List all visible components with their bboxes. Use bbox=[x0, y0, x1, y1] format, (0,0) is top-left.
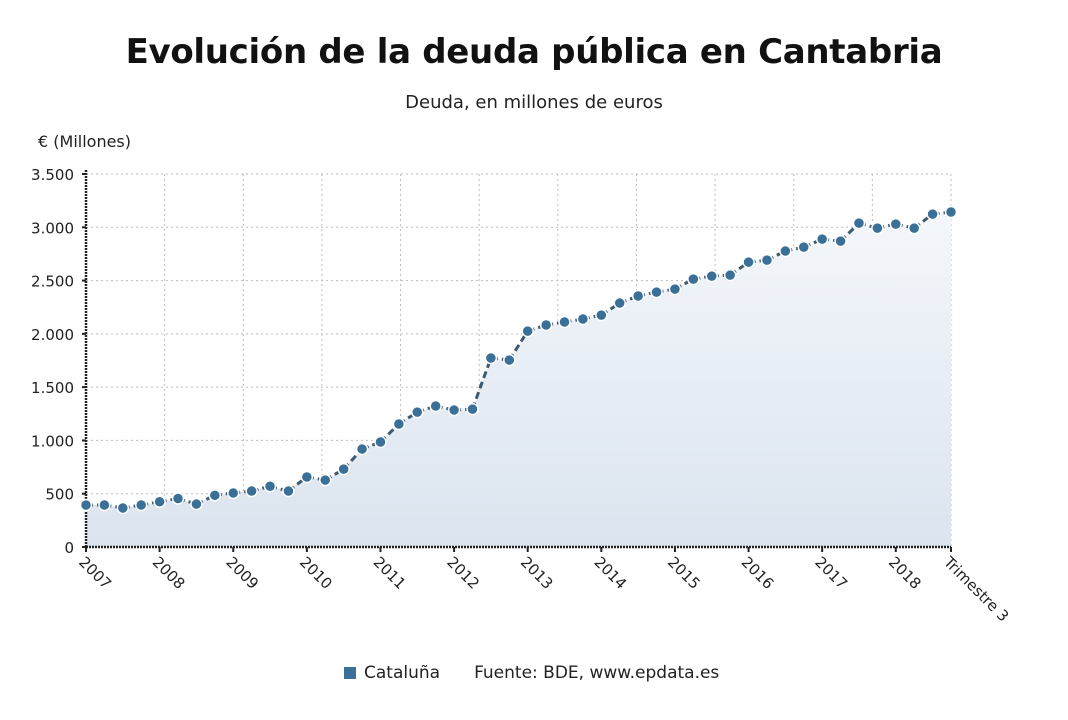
y-tick-label: 500 bbox=[45, 486, 74, 504]
data-point bbox=[263, 480, 277, 493]
data-point bbox=[521, 324, 534, 338]
data-point bbox=[319, 473, 332, 487]
data-point bbox=[650, 285, 663, 299]
data-point bbox=[723, 268, 737, 282]
legend: Cataluña Fuente: BDE, www.epdata.es bbox=[344, 663, 719, 683]
data-point bbox=[190, 497, 203, 511]
area-layer bbox=[86, 212, 951, 547]
data-point bbox=[668, 282, 682, 296]
x-tick-label: 2009 bbox=[222, 553, 262, 593]
data-point bbox=[411, 405, 424, 419]
data-point bbox=[466, 402, 479, 416]
data-point bbox=[687, 272, 700, 286]
y-tick-label: 3.500 bbox=[31, 166, 74, 184]
chart-title: Evolución de la deuda pública en Cantabr… bbox=[125, 32, 943, 72]
x-tick-label: 2010 bbox=[296, 553, 336, 593]
marker-layer bbox=[79, 205, 958, 515]
data-point bbox=[834, 234, 847, 248]
data-point bbox=[208, 489, 222, 502]
legend-swatch bbox=[344, 667, 356, 679]
axes bbox=[82, 170, 952, 552]
y-axis-label: € (Millones) bbox=[38, 132, 131, 151]
data-point bbox=[392, 417, 406, 431]
x-tick-label: 2016 bbox=[738, 553, 778, 593]
x-tick-labels: 2007 2008 2009 2010 2011 2012 2013 2014 2015 2016… bbox=[75, 552, 1012, 625]
data-point bbox=[374, 435, 387, 449]
x-tick-label: 2007 bbox=[75, 553, 115, 593]
data-point bbox=[889, 217, 903, 231]
data-point bbox=[337, 462, 350, 476]
x-tick-label: Trimestre 3 bbox=[939, 552, 1012, 625]
y-tick-label: 2.000 bbox=[31, 326, 74, 344]
y-tick-label: 0 bbox=[64, 539, 74, 557]
data-point bbox=[595, 308, 608, 322]
source-note: Fuente: BDE, www.epdata.es bbox=[474, 663, 720, 683]
data-point bbox=[484, 351, 498, 365]
data-point bbox=[134, 498, 148, 512]
data-point bbox=[926, 207, 939, 221]
data-point bbox=[797, 240, 811, 254]
data-point bbox=[171, 492, 185, 505]
x-tick-label: 2012 bbox=[443, 553, 483, 593]
legend-label[interactable]: Cataluña bbox=[364, 663, 441, 683]
data-point bbox=[98, 498, 111, 512]
x-tick-label: 2013 bbox=[517, 553, 557, 593]
data-point bbox=[153, 495, 166, 508]
data-point bbox=[282, 484, 295, 498]
data-point bbox=[742, 255, 755, 269]
y-tick-label: 1.000 bbox=[31, 432, 74, 450]
data-point bbox=[300, 470, 314, 484]
y-tick-label: 2.500 bbox=[31, 273, 74, 291]
data-point bbox=[576, 312, 590, 326]
data-point bbox=[558, 315, 571, 329]
data-point bbox=[447, 403, 461, 417]
data-point bbox=[705, 269, 718, 283]
data-point bbox=[79, 498, 93, 512]
y-tick-label: 3.000 bbox=[31, 219, 74, 237]
x-tick-label: 2015 bbox=[664, 553, 704, 593]
data-point bbox=[907, 221, 921, 235]
data-point bbox=[944, 205, 958, 219]
series-area bbox=[86, 212, 951, 547]
series-line-segment bbox=[471, 357, 493, 410]
data-point bbox=[852, 216, 866, 230]
data-point bbox=[116, 501, 130, 515]
chart-subtitle: Deuda, en millones de euros bbox=[405, 92, 663, 113]
data-point bbox=[631, 289, 645, 303]
data-point bbox=[760, 253, 774, 267]
x-tick-label: 2017 bbox=[811, 553, 851, 593]
x-tick-label: 2011 bbox=[370, 553, 410, 593]
data-point bbox=[245, 484, 258, 498]
data-point bbox=[226, 486, 240, 500]
data-point bbox=[429, 399, 442, 413]
x-tick-label: 2018 bbox=[885, 553, 925, 593]
data-point bbox=[779, 244, 792, 258]
x-tick-label: 2008 bbox=[149, 553, 189, 593]
data-point bbox=[355, 442, 369, 456]
y-tick-labels: 0 500 1.000 1.500 2.000 2.500 3.000 3.500 bbox=[31, 166, 74, 557]
y-tick-label: 1.500 bbox=[31, 379, 74, 397]
data-point bbox=[539, 318, 553, 332]
data-point bbox=[503, 353, 516, 367]
data-point bbox=[871, 221, 884, 235]
data-point bbox=[815, 232, 829, 246]
data-point bbox=[613, 296, 626, 310]
x-tick-label: 2014 bbox=[590, 553, 630, 593]
